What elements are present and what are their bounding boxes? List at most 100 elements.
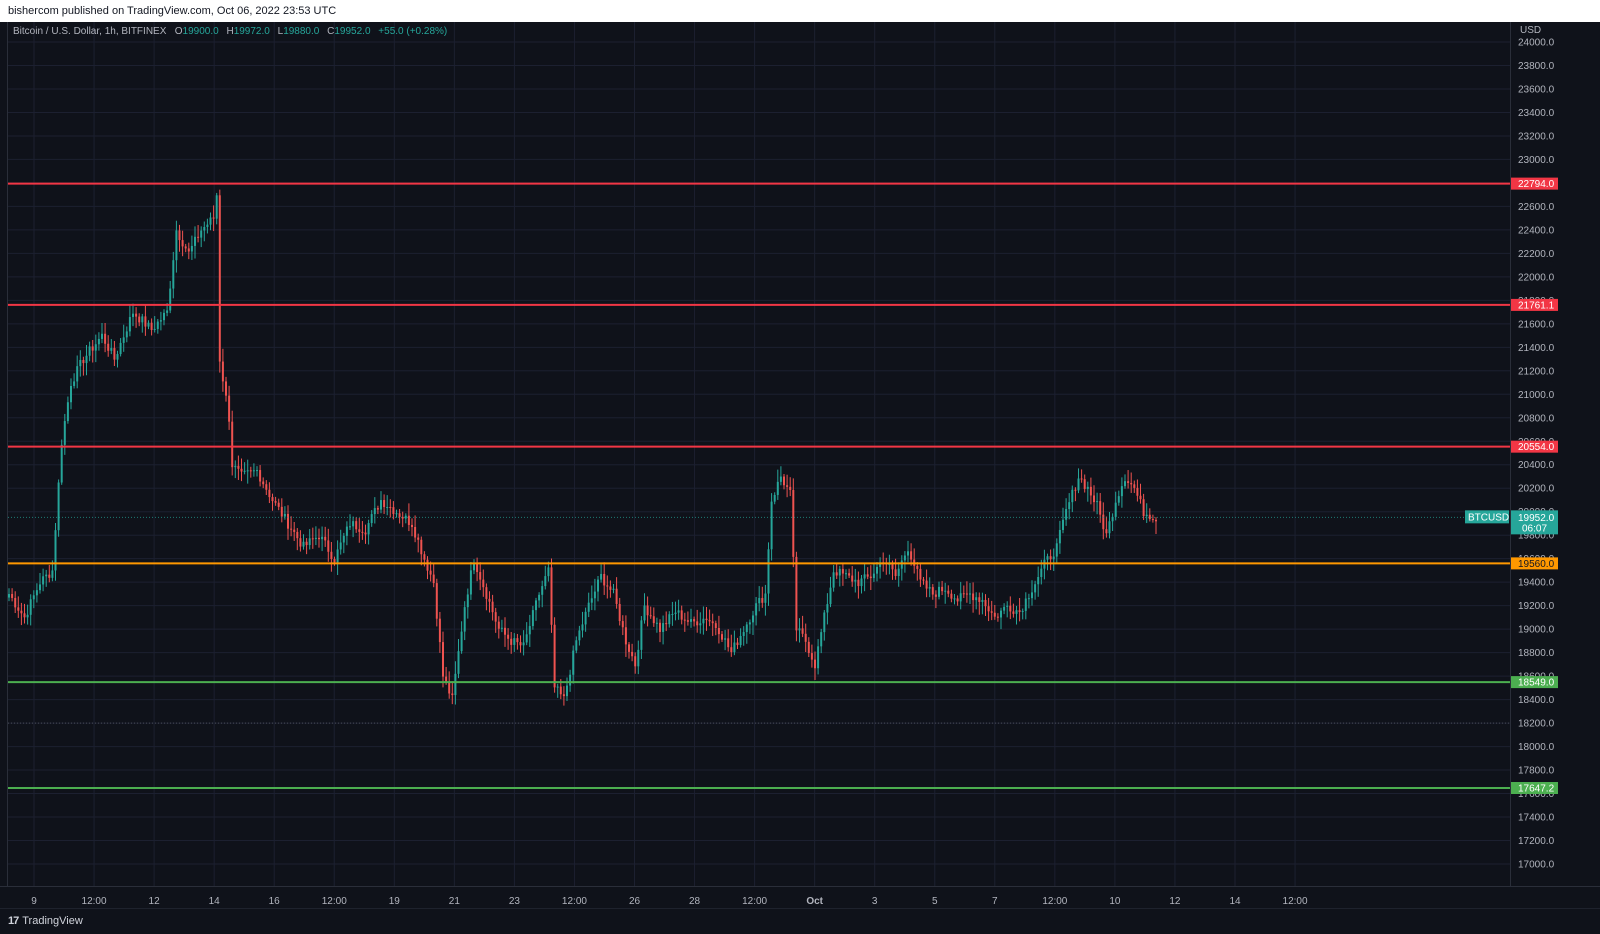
candle-body	[1012, 611, 1015, 614]
candle-body	[339, 542, 342, 550]
symbol-badge	[1465, 510, 1509, 524]
price-tick-label: 18200.0	[1518, 719, 1555, 730]
candle-body	[259, 470, 262, 482]
candle-body	[85, 355, 88, 364]
chart-area[interactable]: 17000.0 17200.0 17400.0 17600.0 17800.0 18000…	[0, 22, 1600, 908]
candle-body	[308, 538, 311, 546]
candle-body	[1058, 529, 1061, 544]
candle-body	[336, 549, 339, 563]
candle-body	[835, 572, 838, 576]
candle-body	[761, 598, 764, 603]
candle-body	[1055, 543, 1058, 557]
candle-body	[708, 620, 711, 622]
candle-body	[1148, 514, 1151, 520]
candle-body	[1018, 610, 1021, 612]
time-tick-label: 12:00	[1042, 896, 1067, 907]
price-axis-panel	[1510, 22, 1600, 908]
candle-body	[426, 559, 429, 571]
price-tick-label: 20800.0	[1518, 413, 1555, 424]
candle-body	[947, 590, 950, 594]
symbol-badge-text: BTCUSD	[1468, 512, 1509, 523]
candle-body	[432, 574, 435, 584]
candle-body	[891, 564, 894, 570]
candle-body	[225, 381, 227, 396]
candle-body	[693, 619, 696, 622]
close-key: C	[327, 26, 335, 37]
candle-body	[640, 620, 643, 650]
candle-body	[457, 651, 460, 674]
candle-body	[876, 566, 878, 574]
candle-body	[345, 526, 348, 536]
candle-body	[463, 607, 466, 632]
candle-body	[380, 500, 382, 510]
candle-body	[82, 359, 85, 364]
candle-body	[643, 605, 646, 621]
candle-body	[318, 537, 320, 540]
candle-body	[1099, 501, 1102, 515]
price-tick-label: 21400.0	[1518, 343, 1555, 354]
candle-body	[848, 573, 851, 576]
candle-body	[367, 523, 370, 535]
high-value: 19972.0	[233, 26, 270, 37]
candle-body	[717, 627, 720, 635]
price-tick-label: 22400.0	[1518, 225, 1555, 236]
publisher-bar: bishercom published on TradingView.com, …	[0, 0, 1600, 22]
price-chart[interactable]: 17000.0 17200.0 17400.0 17600.0 17800.0 18000…	[0, 22, 1600, 908]
candle-body	[1080, 478, 1083, 480]
candle-body	[215, 195, 218, 219]
candle-body	[88, 346, 91, 356]
candle-body	[314, 537, 317, 539]
candle-body	[141, 316, 144, 323]
candle-body	[132, 313, 134, 318]
level-badge-text: 17647.2	[1518, 784, 1555, 795]
candle-body	[916, 565, 919, 569]
candle-body	[903, 555, 906, 561]
price-tick-label: 20400.0	[1518, 460, 1555, 471]
candle-body	[150, 322, 153, 331]
symbol-description: Bitcoin / U.S. Dollar, 1h, BITFINEX	[13, 26, 167, 37]
tradingview-logo-icon: 17	[8, 915, 19, 927]
candle-body	[863, 574, 866, 579]
candle-body	[1127, 481, 1130, 483]
candle-body	[550, 567, 553, 625]
candle-body	[696, 621, 699, 626]
candle-body	[429, 570, 432, 575]
candle-body	[522, 642, 525, 646]
candle-body	[293, 529, 296, 532]
candle-body	[110, 348, 113, 351]
candle-body	[1037, 577, 1040, 585]
candle-body	[934, 594, 937, 597]
candle-body	[8, 594, 10, 598]
candle-body	[411, 524, 413, 528]
tradingview-brand[interactable]: 17 TradingView	[8, 915, 83, 927]
candle-body	[76, 366, 79, 382]
candle-body	[97, 338, 100, 345]
candle-body	[420, 539, 423, 555]
time-tick-label: 26	[629, 896, 641, 907]
candle-body	[519, 642, 522, 646]
candle-body	[838, 568, 841, 576]
candle-body	[866, 574, 869, 577]
candle-body	[587, 602, 590, 612]
candle-body	[711, 621, 714, 624]
candle-body	[1052, 556, 1055, 560]
candle-body	[646, 605, 649, 616]
candle-body	[798, 628, 801, 631]
candle-body	[742, 632, 745, 637]
candle-body	[482, 579, 485, 588]
candle-body	[203, 226, 206, 231]
candle-body	[758, 598, 761, 604]
time-tick-label: 12:00	[1283, 896, 1308, 907]
candle-body	[1000, 610, 1002, 618]
candle-body	[417, 537, 420, 540]
candle-body	[854, 579, 857, 582]
candle-body	[572, 650, 575, 675]
candle-body	[907, 551, 909, 556]
candle-body	[820, 632, 823, 647]
candle-body	[119, 342, 122, 355]
candle-body	[479, 572, 482, 580]
level-badge	[1511, 557, 1558, 570]
candle-body	[841, 568, 844, 574]
candle-body	[73, 381, 76, 386]
publisher-line: bishercom published on TradingView.com, …	[8, 5, 337, 17]
